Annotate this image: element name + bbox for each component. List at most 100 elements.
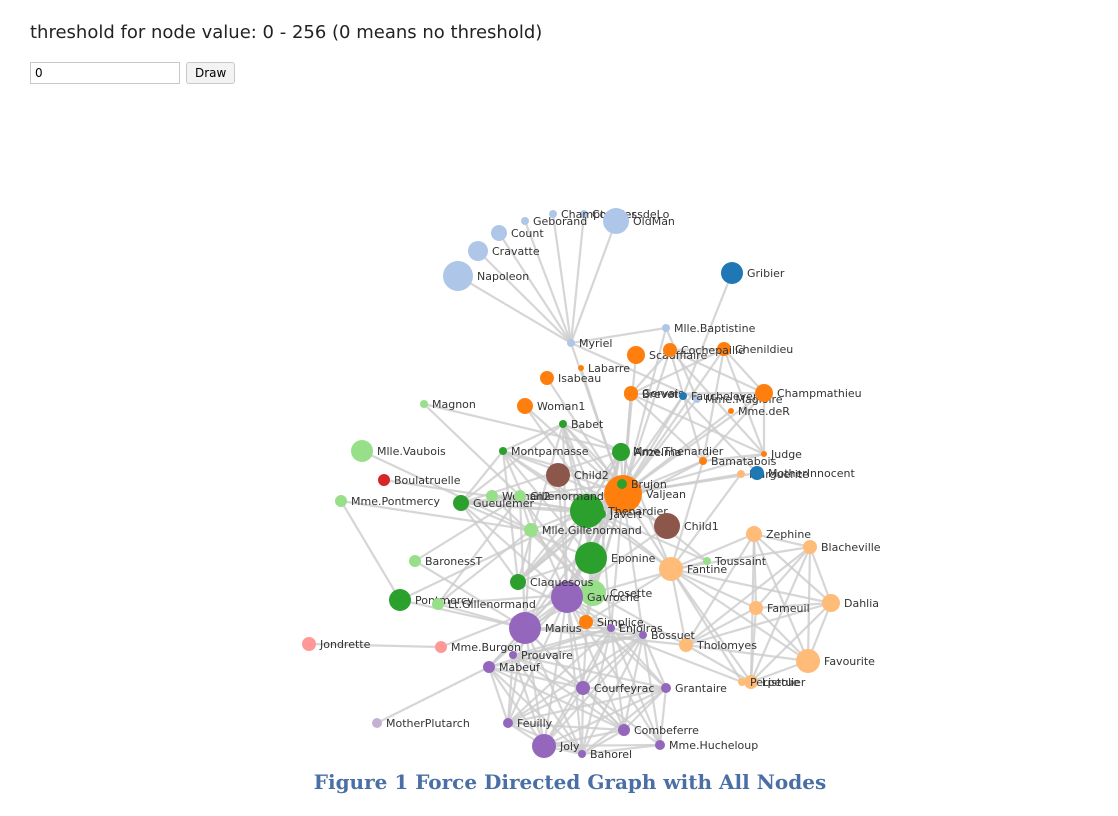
node-circle[interactable] (580, 580, 606, 606)
node-mme-der[interactable]: Mme.deR (728, 405, 790, 418)
node-circle[interactable] (693, 395, 701, 403)
node-circle[interactable] (549, 210, 557, 218)
node-circle[interactable] (432, 598, 444, 610)
node-fauchelevent[interactable]: Fauchelevent (679, 390, 765, 403)
node-eponine[interactable]: Eponine (575, 542, 656, 574)
node-circle[interactable] (654, 513, 680, 539)
node-lt-gillenormand[interactable]: Lt.Gillenormand (432, 598, 536, 611)
node-circle[interactable] (335, 495, 347, 507)
node-circle[interactable] (579, 615, 593, 629)
node-zephine[interactable]: Zephine (746, 526, 811, 542)
node-boulatruelle[interactable]: Boulatruelle (378, 474, 461, 487)
node-circle[interactable] (503, 718, 513, 728)
node-gueulemer[interactable]: Gueulemer (453, 495, 535, 511)
node-circle[interactable] (663, 343, 677, 357)
node-mme-pontmercy[interactable]: Mme.Pontmercy (335, 495, 441, 508)
node-jondrette[interactable]: Jondrette (302, 637, 371, 651)
node-circle[interactable] (679, 392, 687, 400)
node-gribier[interactable]: Gribier (721, 262, 785, 284)
node-chenildieu[interactable]: Chenildieu (717, 342, 793, 356)
node-pontmercy[interactable]: Pontmercy (389, 589, 474, 611)
node-circle[interactable] (737, 470, 745, 478)
node-mlle-baptistine[interactable]: Mlle.Baptistine (662, 322, 756, 335)
node-circle[interactable] (659, 557, 683, 581)
node-woman2[interactable]: Woman2 (486, 490, 550, 503)
node-circle[interactable] (578, 750, 586, 758)
node-babet[interactable]: Babet (559, 418, 604, 431)
node-cosette[interactable]: Cosette (580, 580, 653, 606)
node-circle[interactable] (699, 457, 707, 465)
node-tholomyes[interactable]: Tholomyes (679, 638, 757, 652)
node-circle[interactable] (510, 574, 526, 590)
node-montparnasse[interactable]: Montparnasse (499, 445, 589, 458)
node-motherinnocent[interactable]: MotherInnocent (750, 466, 856, 480)
node-combeferre[interactable]: Combeferre (618, 724, 699, 737)
node-circle[interactable] (662, 324, 670, 332)
node-feuilly[interactable]: Feuilly (503, 717, 553, 730)
node-circle[interactable] (578, 365, 584, 371)
node-circle[interactable] (604, 475, 642, 513)
node-circle[interactable] (570, 494, 604, 528)
node-geborand[interactable]: Geborand (521, 215, 587, 228)
node-napoleon[interactable]: Napoleon (443, 261, 529, 291)
node-favourite[interactable]: Favourite (796, 649, 875, 673)
node-circle[interactable] (721, 262, 743, 284)
node-circle[interactable] (703, 557, 711, 565)
node-anzelma[interactable]: Anzelma (612, 443, 682, 461)
threshold-input[interactable] (30, 62, 180, 84)
node-circle[interactable] (575, 542, 607, 574)
node-gavroche[interactable]: Gavroche (551, 581, 640, 613)
node-circle[interactable] (499, 447, 507, 455)
node-circle[interactable] (389, 589, 411, 611)
node-prouvaire[interactable]: Prouvaire (509, 649, 573, 662)
node-circle[interactable] (755, 384, 773, 402)
node-circle[interactable] (627, 346, 645, 364)
node-circle[interactable] (618, 724, 630, 736)
node-circle[interactable] (509, 612, 541, 644)
node-circle[interactable] (302, 637, 316, 651)
node-javert[interactable]: Javert (596, 508, 643, 521)
node-motherplutarch[interactable]: MotherPlutarch (372, 717, 470, 730)
node-magnon[interactable]: Magnon (420, 398, 476, 411)
node-circle[interactable] (509, 651, 517, 659)
node-circle[interactable] (744, 675, 758, 689)
node-circle[interactable] (517, 398, 533, 414)
node-brujon[interactable]: Brujon (617, 478, 667, 491)
node-count[interactable]: Count (491, 225, 544, 241)
node-circle[interactable] (661, 683, 671, 693)
node-circle[interactable] (540, 371, 554, 385)
node-bossuet[interactable]: Bossuet (639, 629, 695, 642)
node-circle[interactable] (532, 734, 556, 758)
node-circle[interactable] (546, 463, 570, 487)
node-circle[interactable] (624, 387, 638, 401)
node-circle[interactable] (749, 601, 763, 615)
node-thenardier[interactable]: Thenardier (570, 494, 668, 528)
node-circle[interactable] (514, 490, 526, 502)
node-circle[interactable] (372, 718, 382, 728)
node-joly[interactable]: Joly (532, 734, 580, 758)
node-circle[interactable] (796, 649, 820, 673)
node-cochepaille[interactable]: Cochepaille (663, 343, 745, 357)
node-courfeyrac[interactable]: Courfeyrac (576, 681, 654, 695)
node-circle[interactable] (746, 526, 762, 542)
node-circle[interactable] (567, 339, 575, 347)
node-brevet[interactable]: Brevet (624, 387, 679, 401)
node-perpetue[interactable]: Perpetue (738, 676, 800, 689)
node-mlle-vaubois[interactable]: Mlle.Vaubois (351, 440, 446, 462)
node-circle[interactable] (612, 443, 630, 461)
node-circle[interactable] (822, 594, 840, 612)
node-circle[interactable] (603, 208, 629, 234)
node-woman1[interactable]: Woman1 (517, 398, 585, 414)
node-circle[interactable] (521, 217, 529, 225)
node-child1[interactable]: Child1 (654, 513, 719, 539)
node-circle[interactable] (596, 509, 606, 519)
node-circle[interactable] (761, 451, 767, 457)
node-labarre[interactable]: Labarre (578, 362, 630, 375)
node-circle[interactable] (617, 479, 627, 489)
node-enjolras[interactable]: Enjolras (607, 622, 663, 635)
node-circle[interactable] (351, 440, 373, 462)
node-circle[interactable] (728, 408, 734, 414)
node-mme-burgon[interactable]: Mme.Burgon (435, 641, 521, 654)
node-marius[interactable]: Marius (509, 612, 582, 644)
node-baronesst[interactable]: BaronessT (409, 555, 482, 568)
